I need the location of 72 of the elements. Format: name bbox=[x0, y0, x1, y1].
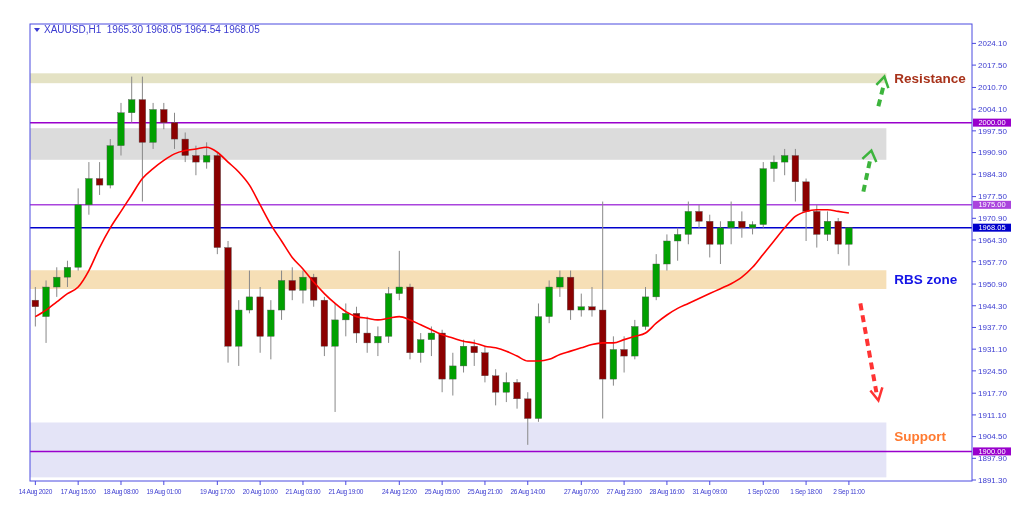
candlestick bbox=[96, 161, 104, 196]
candlestick bbox=[684, 201, 692, 245]
candlestick bbox=[674, 227, 682, 262]
candlestick bbox=[352, 306, 361, 344]
candlestick bbox=[823, 210, 832, 242]
candlestick bbox=[363, 316, 371, 354]
candlestick bbox=[770, 155, 778, 183]
candlestick bbox=[663, 233, 671, 272]
y-tick-label: 1897.90 bbox=[978, 454, 1008, 464]
y-tick-label: 2017.50 bbox=[978, 60, 1008, 70]
candlestick bbox=[192, 145, 200, 176]
candlestick bbox=[342, 302, 350, 337]
candlestick bbox=[727, 201, 735, 245]
y-tick-label: 1977.50 bbox=[978, 192, 1008, 202]
candlestick bbox=[695, 204, 703, 229]
y-tick-label: 1970.90 bbox=[978, 214, 1008, 224]
candlestick bbox=[813, 204, 821, 249]
candlestick bbox=[845, 227, 853, 267]
candlestick bbox=[502, 372, 510, 403]
y-tick-label: 1937.70 bbox=[978, 323, 1008, 333]
band-label: RBS zone bbox=[894, 272, 958, 288]
candlestick bbox=[310, 273, 318, 308]
candlestick bbox=[449, 352, 457, 397]
y-tick-label: 2004.10 bbox=[978, 104, 1008, 114]
y-tick-label: 1964.30 bbox=[978, 235, 1008, 245]
candlestick bbox=[128, 76, 136, 124]
candlestick bbox=[395, 250, 403, 301]
candlestick bbox=[245, 270, 253, 314]
candlestick bbox=[470, 339, 478, 367]
candlestick bbox=[63, 260, 71, 288]
candlestick bbox=[513, 378, 521, 410]
y-tick-label: 1997.50 bbox=[978, 126, 1008, 136]
y-tick-label: 1911.10 bbox=[978, 410, 1007, 420]
chart-title: XAUUSD,H1 1965.30 1968.05 1964.54 1968.05 bbox=[44, 24, 261, 35]
candlestick bbox=[481, 345, 489, 383]
candlestick bbox=[556, 270, 564, 298]
candlestick bbox=[492, 368, 500, 406]
candlestick bbox=[374, 325, 382, 357]
candlestick bbox=[716, 220, 724, 265]
band-label: Support bbox=[894, 429, 947, 445]
candlestick bbox=[31, 286, 39, 327]
y-tick-label: 1924.50 bbox=[978, 366, 1008, 376]
candlestick bbox=[288, 266, 296, 301]
band-label: Resistance bbox=[894, 70, 967, 86]
y-tick-label: 1931.10 bbox=[978, 344, 1008, 354]
candlestick bbox=[417, 332, 425, 364]
y-tick-label: 1957.70 bbox=[978, 257, 1008, 267]
candlestick bbox=[834, 217, 842, 255]
candlestick bbox=[460, 339, 468, 373]
candlestick bbox=[170, 112, 179, 150]
y-tick-label: 1990.90 bbox=[978, 148, 1008, 158]
candlestick bbox=[781, 148, 789, 176]
candlestick bbox=[160, 102, 168, 130]
y-tick-label: 2024.10 bbox=[978, 39, 1008, 49]
candlestick bbox=[588, 286, 596, 318]
candlestick bbox=[524, 391, 532, 446]
y-tick-label: 1984.30 bbox=[978, 170, 1008, 180]
candlestick bbox=[53, 266, 61, 298]
y-tick-label: 1904.50 bbox=[978, 432, 1008, 442]
candlestick bbox=[738, 210, 746, 239]
candlestick bbox=[706, 214, 714, 258]
candlestick bbox=[620, 335, 628, 373]
y-tick-label: 1917.70 bbox=[978, 389, 1008, 399]
y-tick-label: 2010.70 bbox=[978, 83, 1008, 93]
candlestick bbox=[299, 270, 307, 304]
candlestick bbox=[427, 325, 435, 357]
y-tick-label: 1944.30 bbox=[978, 301, 1008, 311]
y-tick-label: 1891.30 bbox=[978, 475, 1008, 485]
y-tick-label: 1950.90 bbox=[978, 279, 1008, 289]
candlestick bbox=[577, 293, 585, 318]
candlestick bbox=[181, 132, 189, 163]
candlestick bbox=[203, 141, 211, 170]
